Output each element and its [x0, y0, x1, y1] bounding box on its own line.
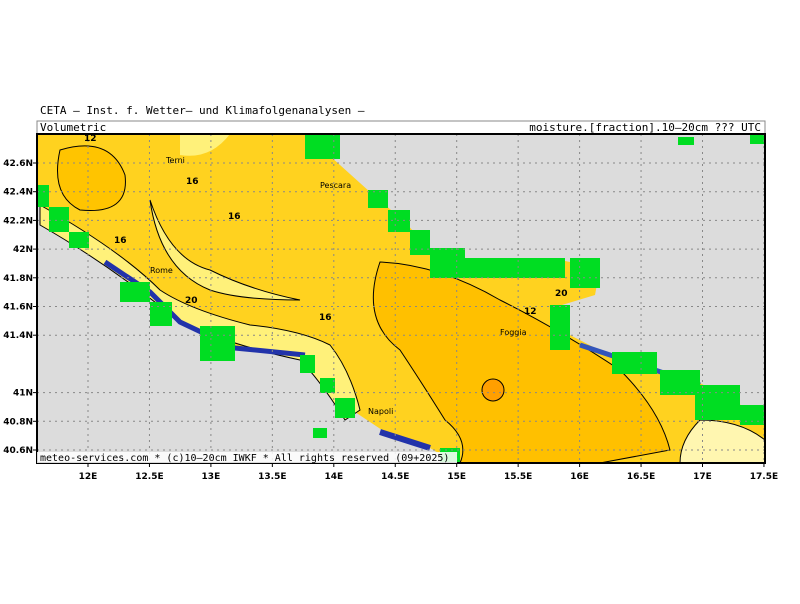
- light-patch: [679, 419, 765, 463]
- lon-tick-label: 16E: [570, 472, 589, 482]
- city-label: Rome: [150, 266, 173, 275]
- lat-tick-label: 42N: [13, 245, 33, 255]
- contour-label: 16: [114, 236, 127, 246]
- lat-tick-label: 41N: [13, 389, 33, 399]
- lon-tick-label: 12.5E: [135, 472, 163, 482]
- lon-tick-label: 14.5E: [381, 472, 409, 482]
- lat-tick-label: 41.6N: [3, 303, 33, 313]
- coastal-gradient: [379, 429, 431, 451]
- lon-tick-label: 15E: [447, 472, 466, 482]
- contour-label: 16: [186, 177, 199, 187]
- city-label: Pescara: [320, 181, 351, 190]
- city-label: Foggia: [500, 328, 527, 337]
- grid: [37, 134, 765, 463]
- lon-tick-label: 13.5E: [258, 472, 286, 482]
- contour-label: 20: [555, 289, 568, 299]
- max-spot: [481, 378, 505, 402]
- lat-tick-label: 41.8N: [3, 274, 33, 284]
- lat-tick-label: 42.4N: [3, 188, 33, 198]
- lat-tick-label: 42.6N: [3, 159, 33, 169]
- map-area: [37, 134, 765, 463]
- light-patch: [180, 134, 230, 156]
- lon-tick-label: 17E: [693, 472, 712, 482]
- contour: [57, 145, 126, 212]
- lon-tick-label: 14E: [324, 472, 343, 482]
- lon-tick-label: 17.5E: [750, 472, 778, 482]
- contour-label: 16: [319, 313, 332, 323]
- contour-label: 16: [228, 212, 241, 222]
- lat-tick-label: 42.2N: [3, 216, 33, 226]
- lon-tick-label: 15.5E: [504, 472, 532, 482]
- contour-label: 12: [524, 307, 537, 317]
- coast-cells: [37, 134, 765, 463]
- title: CETA – Inst. f. Wetter– und Klimafolgena…: [40, 104, 365, 117]
- footer: meteo-services.com * (c)10–20cm IWKF * A…: [40, 453, 449, 464]
- light-patch: [149, 199, 301, 301]
- lat-tick-label: 40.8N: [3, 417, 33, 427]
- dark-region: [372, 261, 671, 463]
- lat-tick-label: 41.4N: [3, 331, 33, 341]
- contour-label: 12: [84, 134, 97, 144]
- header-left: Volumetric: [40, 121, 106, 134]
- lon-tick-label: 12E: [79, 472, 98, 482]
- header-right: moisture.[fraction].10–20cm ??? UTC: [529, 121, 761, 134]
- lon-tick-label: 16.5E: [627, 472, 655, 482]
- footer-box: [37, 452, 457, 463]
- lon-tick-label: 13E: [202, 472, 221, 482]
- city-label: Napoli: [368, 407, 393, 416]
- contour-label: 20: [185, 296, 198, 306]
- city-label: Terni: [165, 156, 185, 165]
- lat-tick-label: 40.6N: [3, 446, 33, 456]
